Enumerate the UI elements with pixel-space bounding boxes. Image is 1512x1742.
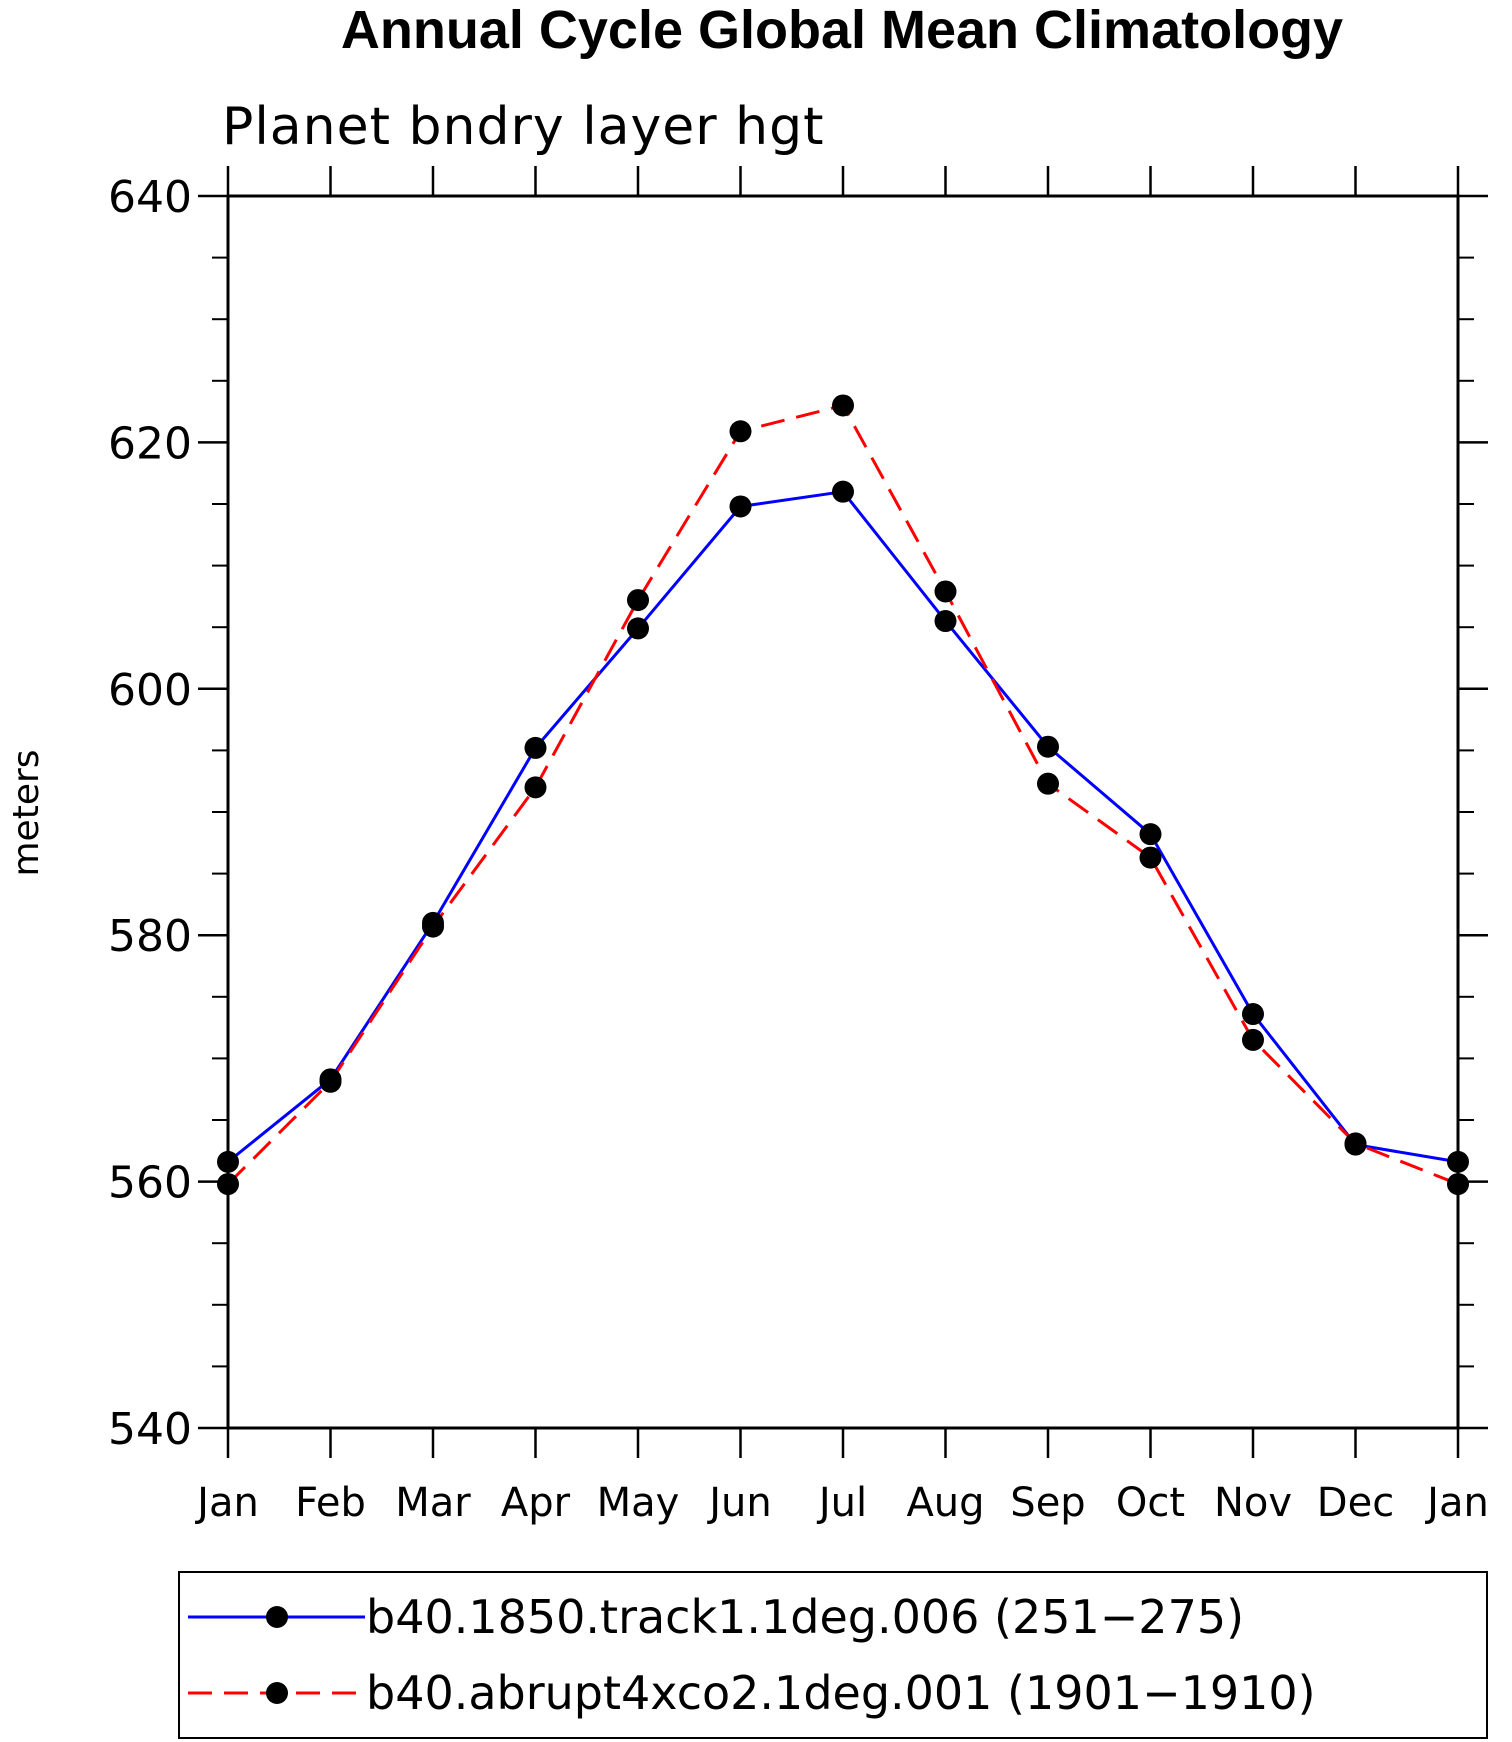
chart-title: Annual Cycle Global Mean Climatology xyxy=(341,0,1343,60)
series-2-point xyxy=(1344,1132,1367,1155)
x-tick-label: Jun xyxy=(706,1480,772,1526)
x-tick-label: Nov xyxy=(1214,1480,1292,1526)
series-2-point xyxy=(934,580,957,603)
series-2-point xyxy=(319,1070,342,1093)
y-tick-label: 640 xyxy=(108,172,192,223)
series-1-point xyxy=(627,617,649,640)
series-2-point xyxy=(1037,772,1059,795)
legend-box xyxy=(178,1571,1488,1739)
x-tick-label: Dec xyxy=(1317,1480,1394,1526)
series-2-point xyxy=(422,915,444,938)
series-1-point xyxy=(832,480,854,503)
y-tick-label: 600 xyxy=(108,665,192,716)
x-tick-label: Jan xyxy=(1424,1480,1489,1526)
x-tick-label: Jan xyxy=(194,1480,259,1526)
legend: b40.1850.track1.1deg.006 (251−275) b40.a… xyxy=(178,1571,1488,1739)
y-tick-label: 580 xyxy=(108,911,192,962)
x-tick-label: Mar xyxy=(395,1480,471,1526)
axes: 540 560 580 600 620 640 Jan Feb Mar Apr May Jun Jul A… xyxy=(108,166,1489,1526)
series-1-point xyxy=(1242,1003,1264,1026)
legend-marker-2 xyxy=(266,1682,288,1704)
y-tick-label: 560 xyxy=(108,1158,192,1209)
series-1-point xyxy=(729,495,752,518)
series-1-point xyxy=(524,736,547,759)
series-2-point xyxy=(217,1173,239,1196)
chart-subtitle: Planet bndry layer hgt xyxy=(222,97,825,157)
series-2-point xyxy=(729,420,752,443)
plot-frame xyxy=(226,194,1460,1430)
y-axis-label: meters xyxy=(6,749,47,876)
x-tick-label: Oct xyxy=(1116,1480,1185,1526)
series-2-point xyxy=(524,776,547,799)
series-1-point xyxy=(217,1150,239,1173)
series-2-point xyxy=(1139,846,1162,869)
legend-label-2: b40.abrupt4xco2.1deg.001 (1901−1910) xyxy=(366,1666,1316,1720)
y-tick-label: 620 xyxy=(108,418,192,469)
series-line-2 xyxy=(226,403,1459,1186)
legend-marker-1 xyxy=(266,1606,288,1628)
legend-label-1: b40.1850.track1.1deg.006 (251−275) xyxy=(366,1590,1244,1644)
x-tick-label: May xyxy=(597,1480,680,1526)
y-tick-label: 540 xyxy=(108,1404,192,1455)
x-tick-label: Feb xyxy=(295,1480,366,1526)
series-1-point xyxy=(934,610,957,633)
series-2-point xyxy=(1447,1173,1469,1196)
x-tick-label: Aug xyxy=(906,1480,984,1526)
series-2-point xyxy=(1242,1028,1264,1051)
x-tick-label: Jul xyxy=(816,1480,867,1526)
series-2-point xyxy=(627,589,649,612)
series-1-point xyxy=(1139,823,1162,846)
series-1-point xyxy=(1037,735,1059,758)
x-tick-label: Apr xyxy=(501,1480,571,1526)
series-2-point xyxy=(832,394,854,417)
series-1-point xyxy=(1447,1150,1469,1173)
series-layer xyxy=(217,394,1469,1196)
x-tick-label: Sep xyxy=(1010,1480,1085,1526)
